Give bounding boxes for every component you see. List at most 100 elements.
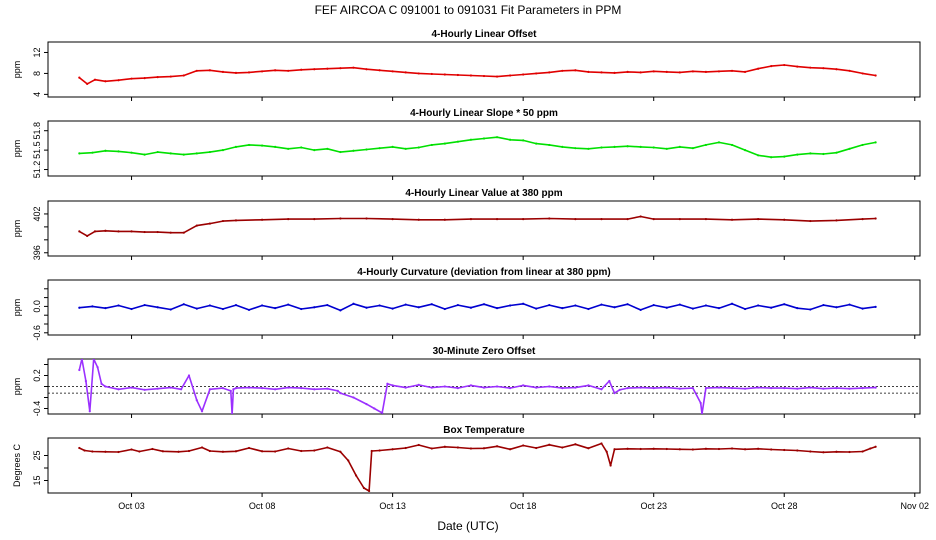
data-point-slope-12 xyxy=(234,145,238,148)
data-point-curvature-48 xyxy=(704,304,708,307)
data-point-slope-55 xyxy=(796,153,799,156)
panel-frame-curvature xyxy=(47,279,921,336)
data-point-curvature-51 xyxy=(743,307,747,311)
data-point-value380-11 xyxy=(208,222,211,225)
data-point-offset-19 xyxy=(313,68,316,71)
xtick-label-4: Oct 23 xyxy=(640,501,667,511)
data-point-offset-16 xyxy=(274,69,277,72)
data-point-offset-21 xyxy=(339,67,342,70)
data-point-box_temp-15 xyxy=(247,446,251,450)
data-point-value380-28 xyxy=(626,218,629,221)
data-point-box_temp-61 xyxy=(783,448,786,452)
data-point-box_temp-11 xyxy=(200,446,204,449)
data-point-box_temp-38 xyxy=(509,448,512,451)
data-point-box_temp-4 xyxy=(117,450,120,454)
data-point-curvature-61 xyxy=(874,305,877,308)
data-point-zero_offset-40 xyxy=(430,386,433,389)
data-point-curvature-8 xyxy=(182,303,185,306)
data-point-offset-42 xyxy=(613,71,616,75)
data-point-slope-58 xyxy=(835,151,838,154)
data-point-box_temp-56 xyxy=(717,447,721,451)
data-point-curvature-27 xyxy=(430,303,433,306)
data-point-slope-14 xyxy=(260,144,264,147)
data-point-zero_offset-44 xyxy=(482,386,486,389)
data-point-curvature-33 xyxy=(509,304,512,307)
data-point-box_temp-1 xyxy=(83,449,86,452)
data-point-zero_offset-18 xyxy=(221,387,225,390)
data-point-value380-19 xyxy=(391,218,394,221)
data-point-offset-22 xyxy=(352,66,355,69)
data-point-value380-9 xyxy=(182,231,185,234)
data-point-slope-22 xyxy=(365,148,368,151)
data-point-curvature-25 xyxy=(404,303,407,306)
data-point-offset-62 xyxy=(874,74,877,77)
data-point-curvature-35 xyxy=(535,307,538,310)
panel-title-box_temp: Box Temperature xyxy=(443,425,525,436)
data-point-zero_offset-3 xyxy=(88,410,91,413)
data-point-curvature-45 xyxy=(665,306,668,309)
ytick-label-curvature-0: -0.6 xyxy=(32,325,42,341)
data-point-zero_offset-13 xyxy=(180,388,183,391)
data-point-offset-48 xyxy=(691,70,694,73)
data-point-zero_offset-22 xyxy=(234,387,238,390)
data-point-curvature-47 xyxy=(691,307,694,310)
data-point-zero_offset-46 xyxy=(509,387,512,390)
data-point-curvature-23 xyxy=(378,304,381,307)
data-point-slope-27 xyxy=(430,143,433,147)
data-point-slope-39 xyxy=(587,147,590,150)
data-point-offset-7 xyxy=(156,75,159,79)
data-point-box_temp-64 xyxy=(822,451,825,454)
x-axis-label: Date (UTC) xyxy=(437,519,498,533)
data-point-zero_offset-49 xyxy=(548,385,551,388)
data-point-zero_offset-17 xyxy=(208,388,211,391)
data-point-zero_offset-31 xyxy=(339,392,342,395)
data-point-value380-4 xyxy=(117,230,120,233)
data-point-slope-15 xyxy=(274,145,277,148)
data-point-box_temp-13 xyxy=(221,450,225,453)
data-point-curvature-44 xyxy=(652,303,655,307)
data-point-box_temp-17 xyxy=(274,450,277,453)
data-point-box_temp-44 xyxy=(587,447,590,450)
data-point-zero_offset-4 xyxy=(92,359,95,361)
data-point-value380-8 xyxy=(169,231,172,234)
data-point-value380-36 xyxy=(809,219,812,223)
data-point-zero_offset-78 xyxy=(874,386,877,389)
data-point-zero_offset-9 xyxy=(130,386,133,389)
data-point-curvature-52 xyxy=(757,304,760,307)
data-point-value380-15 xyxy=(287,218,290,221)
data-point-offset-13 xyxy=(234,71,238,75)
data-point-zero_offset-77 xyxy=(861,387,864,390)
data-point-box_temp-41 xyxy=(548,443,551,446)
data-point-offset-47 xyxy=(678,71,681,74)
data-point-offset-37 xyxy=(548,71,551,74)
data-point-slope-42 xyxy=(626,145,629,148)
data-point-zero_offset-53 xyxy=(600,388,603,391)
data-point-curvature-39 xyxy=(587,307,590,311)
data-point-zero_offset-64 xyxy=(700,412,704,414)
data-point-value380-17 xyxy=(339,217,342,220)
data-point-zero_offset-11 xyxy=(156,387,159,390)
data-point-offset-41 xyxy=(600,71,603,74)
data-point-offset-6 xyxy=(143,77,146,80)
data-point-slope-37 xyxy=(561,145,564,148)
data-point-curvature-17 xyxy=(300,307,303,311)
data-point-value380-31 xyxy=(678,218,681,221)
data-point-slope-6 xyxy=(156,150,159,154)
data-point-slope-56 xyxy=(809,152,812,155)
data-point-value380-5 xyxy=(130,230,133,233)
data-point-value380-1 xyxy=(86,234,89,238)
data-point-box_temp-3 xyxy=(104,450,107,453)
data-point-curvature-3 xyxy=(117,304,120,307)
data-point-box_temp-60 xyxy=(770,448,773,451)
ylabel-offset: ppm xyxy=(12,61,22,79)
data-point-value380-38 xyxy=(861,218,864,221)
data-point-slope-60 xyxy=(861,143,864,147)
data-point-value380-16 xyxy=(313,218,316,221)
data-point-offset-30 xyxy=(456,73,459,77)
data-point-box_temp-69 xyxy=(874,445,877,448)
panel-frame-slope xyxy=(47,120,921,177)
data-point-zero_offset-12 xyxy=(169,386,172,389)
data-point-zero_offset-43 xyxy=(469,384,473,387)
data-point-zero_offset-63 xyxy=(699,401,702,405)
